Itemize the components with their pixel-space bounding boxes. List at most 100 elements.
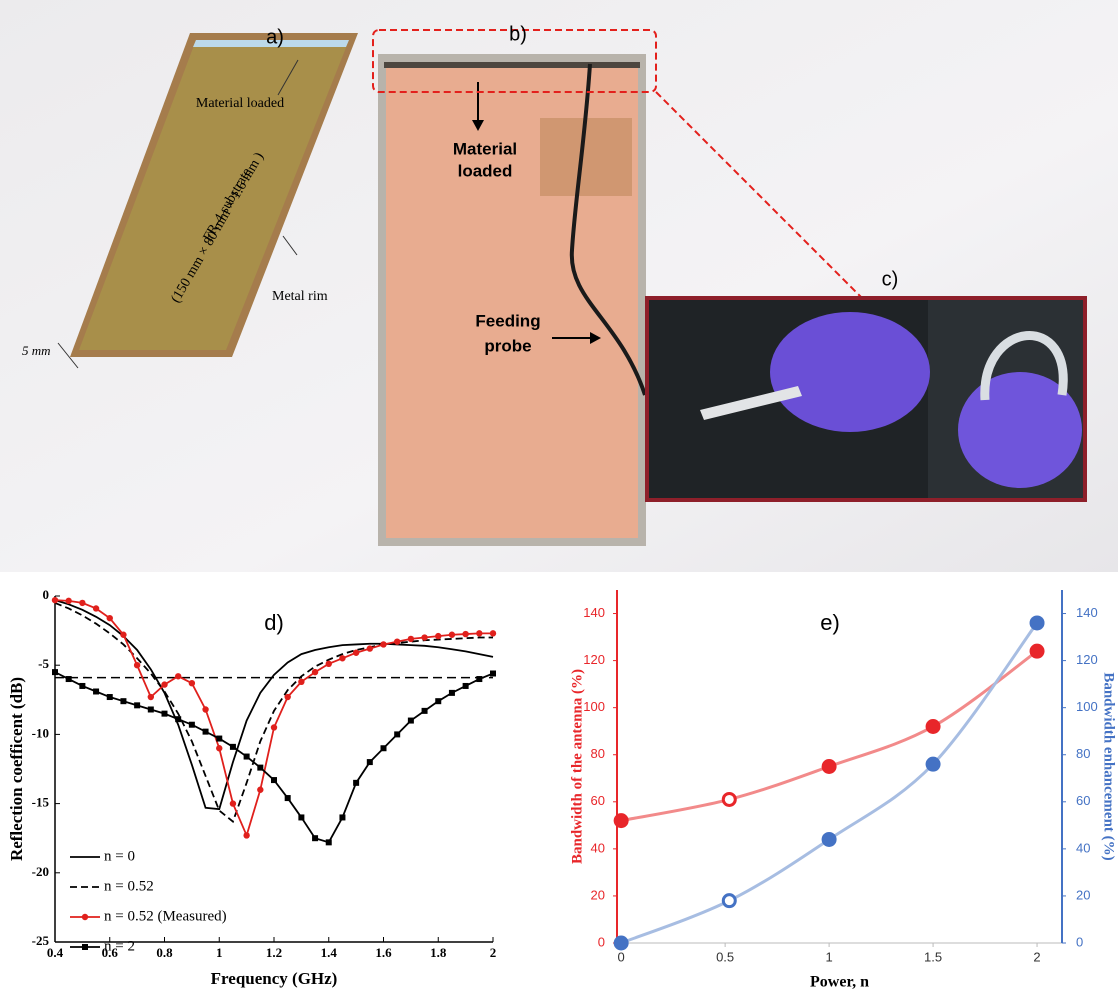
- marker: [448, 631, 456, 638]
- legend-label: n = 0: [104, 848, 135, 864]
- legend-label: n = 2: [104, 938, 135, 954]
- marker: [229, 743, 236, 750]
- point: [613, 935, 629, 951]
- marker: [476, 676, 483, 683]
- marker: [134, 702, 141, 709]
- y-axis-label: Bandwidth of the antenna (%): [569, 669, 585, 864]
- x-tick-label: 0.5: [716, 949, 734, 964]
- marker: [352, 649, 360, 656]
- marker: [147, 693, 155, 701]
- legend-label: n = 0.52: [104, 878, 154, 894]
- y-tick-label: 60: [591, 793, 605, 808]
- marker: [133, 662, 141, 669]
- marker: [407, 635, 415, 643]
- marker: [188, 679, 196, 687]
- arrow-head: [590, 332, 601, 344]
- marker: [271, 777, 277, 784]
- y-tick-label: -15: [32, 795, 50, 810]
- glove: [958, 372, 1082, 488]
- marker: [161, 710, 168, 717]
- marker: [79, 599, 86, 607]
- y-tick-label: -25: [32, 933, 50, 948]
- loaded-material: [193, 40, 349, 47]
- x-tick-label: 1.2: [266, 945, 282, 960]
- marker: [476, 630, 483, 637]
- marker: [448, 689, 455, 696]
- marker: [147, 706, 154, 713]
- y-tick-label: 140: [583, 605, 605, 620]
- point: [613, 813, 629, 829]
- feeding-cable: [569, 63, 647, 396]
- fit-line: [620, 649, 1038, 823]
- point: [1029, 643, 1045, 659]
- marker: [270, 724, 278, 731]
- x-tick-label: 2: [1033, 949, 1040, 964]
- legend-marker: [81, 913, 89, 921]
- series-line: [54, 602, 493, 824]
- marker: [65, 676, 72, 683]
- panel-label: a): [266, 26, 284, 48]
- y-axis-label: Reflection coefficent (dB): [7, 677, 26, 861]
- marker: [51, 596, 59, 604]
- marker: [298, 678, 305, 686]
- panel-label: c): [882, 268, 899, 290]
- y-tick-label: -5: [38, 656, 49, 671]
- label: loaded: [458, 161, 513, 180]
- marker: [216, 745, 223, 752]
- marker: [380, 745, 387, 752]
- marker: [243, 753, 250, 760]
- y-tick-label: -10: [32, 725, 49, 740]
- marker: [106, 614, 113, 622]
- point: [1029, 615, 1045, 631]
- y-tick-label: 20: [591, 887, 605, 902]
- pointer: [277, 59, 299, 96]
- point: [721, 791, 737, 807]
- label: probe: [484, 336, 531, 355]
- marker: [435, 632, 442, 640]
- point: [721, 893, 737, 909]
- x-axis-label: Frequency (GHz): [211, 969, 338, 988]
- sample: [980, 331, 1068, 401]
- marker: [366, 645, 374, 652]
- marker: [339, 814, 346, 821]
- substrate: [79, 40, 349, 350]
- chart-e: e)0 0.5 1 1.5 202040608010012014002040608010…: [569, 590, 1117, 991]
- marker: [462, 682, 469, 689]
- x-tick-label: 1.8: [430, 945, 447, 960]
- marker: [325, 839, 332, 846]
- y2-tick-label: 0: [1076, 934, 1083, 949]
- marker: [435, 698, 442, 705]
- marker: [188, 721, 195, 728]
- chart-title: d): [264, 610, 284, 635]
- marker: [174, 673, 182, 680]
- x-tick-label: 0: [618, 949, 625, 964]
- label: Feeding: [475, 311, 540, 330]
- y2-tick-label: 120: [1076, 652, 1098, 667]
- marker: [257, 764, 264, 771]
- x-tick-label: 0.8: [156, 945, 173, 960]
- glove: [770, 312, 930, 432]
- marker: [92, 605, 100, 612]
- y2-tick-label: 80: [1076, 746, 1090, 761]
- x-tick-label: 1.4: [321, 945, 338, 960]
- point: [925, 756, 941, 772]
- x-tick-label: 2: [490, 945, 497, 960]
- y-tick-label: 0: [598, 934, 605, 949]
- label: Metal rim: [272, 289, 328, 304]
- x-tick-label: 0.4: [47, 945, 64, 960]
- charts: d)0.4 0.6 0.8 1 1.2 1.4 1.6 1.8 20-5-10-15-20-25…: [7, 587, 1117, 991]
- marker: [325, 660, 332, 668]
- point: [925, 718, 941, 734]
- marker: [65, 597, 72, 605]
- marker: [79, 682, 86, 689]
- marker: [120, 698, 127, 705]
- y2-axis-label: Bandwidth enhancement (%): [1101, 672, 1117, 860]
- y2-tick-label: 60: [1076, 793, 1090, 808]
- x-tick-label: 1.5: [924, 949, 942, 964]
- loaded-material: [384, 62, 640, 68]
- y2-tick-label: 100: [1076, 699, 1098, 714]
- y-tick-label: 100: [583, 699, 605, 714]
- arrow-head: [472, 120, 484, 131]
- marker: [339, 655, 346, 662]
